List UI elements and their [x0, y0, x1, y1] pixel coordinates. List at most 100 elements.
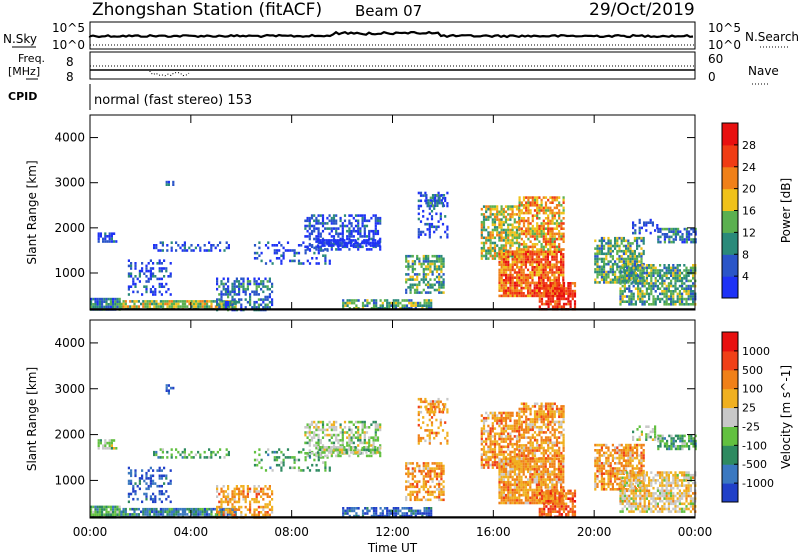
echo-cell	[306, 452, 309, 455]
echo-cell	[619, 282, 622, 285]
echo-cell	[165, 490, 168, 493]
echo-cell	[343, 448, 346, 452]
echo-cell	[540, 279, 543, 282]
echo-cell	[260, 251, 263, 255]
echo-cell	[199, 507, 202, 511]
colorbar-tick-label: 4	[742, 270, 749, 283]
echo-cell	[690, 240, 693, 244]
echo-cell	[545, 284, 548, 288]
echo-cell	[227, 495, 230, 498]
echo-cell	[376, 451, 379, 454]
echo-cell	[227, 277, 230, 281]
echo-cell	[639, 292, 642, 296]
echo-cell	[235, 277, 238, 281]
echo-cell	[596, 273, 599, 276]
echo-cell	[249, 511, 252, 514]
echo-cell	[233, 298, 236, 301]
echo-cell	[210, 510, 213, 514]
echo-cell	[639, 279, 642, 283]
echo-cell	[640, 236, 643, 240]
echo-cell	[313, 420, 316, 424]
echo-cell	[640, 255, 643, 258]
echo-cell	[598, 244, 601, 248]
echo-cell	[480, 432, 483, 436]
echo-cell	[637, 284, 640, 288]
echo-cell	[667, 266, 670, 270]
echo-cell	[573, 295, 577, 298]
echo-cell	[611, 270, 614, 274]
echo-cell	[417, 439, 420, 443]
echo-cell	[498, 226, 501, 229]
echo-cell	[667, 277, 670, 280]
echo-cell	[350, 509, 354, 513]
echo-cell	[411, 267, 414, 271]
echo-cell	[170, 448, 173, 451]
echo-cell	[326, 433, 329, 437]
echo-cell	[689, 269, 692, 272]
echo-cell	[346, 444, 349, 447]
echo-cell	[206, 510, 209, 514]
echo-cell	[436, 201, 439, 205]
echo-cell	[328, 259, 331, 263]
echo-cell	[366, 509, 369, 513]
echo-cell	[359, 214, 362, 217]
echo-cell	[253, 277, 256, 281]
echo-cell	[640, 247, 643, 250]
echo-cell	[438, 291, 441, 294]
echo-cell	[500, 260, 503, 264]
echo-cell	[302, 448, 305, 451]
echo-cell	[436, 204, 439, 207]
echo-cell	[518, 214, 521, 217]
echo-cell	[603, 244, 606, 248]
echo-cell	[407, 462, 410, 465]
echo-cell	[317, 448, 320, 451]
echo-cell	[520, 263, 523, 266]
echo-cell	[372, 304, 376, 307]
echo-cell	[374, 222, 377, 225]
echo-cell	[480, 466, 483, 469]
echo-cell	[648, 274, 651, 277]
echo-cell	[260, 495, 263, 498]
echo-cell	[544, 268, 547, 272]
echo-cell	[553, 227, 556, 230]
echo-cell	[278, 448, 281, 451]
echo-cell	[442, 262, 445, 266]
echo-cell	[553, 206, 556, 210]
echo-cell	[167, 482, 170, 485]
echo-cell	[418, 469, 421, 473]
echo-cell	[562, 235, 565, 238]
echo-cell	[149, 466, 152, 470]
echo-cell	[498, 448, 501, 451]
echo-cell	[444, 196, 447, 200]
echo-cell	[169, 482, 172, 485]
echo-cell	[166, 456, 169, 459]
echo-cell	[667, 295, 670, 298]
echo-cell	[480, 246, 483, 250]
echo-cell	[648, 287, 651, 290]
echo-cell	[227, 511, 230, 514]
echo-cell	[620, 236, 623, 240]
echo-cell	[536, 227, 539, 230]
echo-cell	[603, 265, 606, 269]
echo-cell	[426, 434, 429, 437]
echo-cell	[208, 448, 211, 451]
echo-cell	[507, 268, 510, 272]
echo-cell	[411, 270, 414, 274]
echo-cell	[106, 240, 109, 243]
echo-cell	[321, 431, 325, 434]
echo-cell	[430, 225, 434, 229]
echo-cell	[332, 219, 336, 223]
echo-cell	[262, 487, 265, 491]
echo-cell	[370, 423, 373, 426]
echo-cell	[511, 263, 514, 266]
echo-cell	[542, 279, 545, 282]
echo-cell	[498, 218, 501, 221]
echo-cell	[109, 305, 112, 309]
echo-cell	[538, 279, 541, 282]
echo-cell	[357, 439, 360, 442]
plot-area	[90, 320, 695, 518]
echo-cell	[368, 219, 371, 223]
echo-cell	[179, 453, 182, 457]
echo-cell	[348, 299, 351, 302]
echo-cell	[668, 235, 671, 239]
